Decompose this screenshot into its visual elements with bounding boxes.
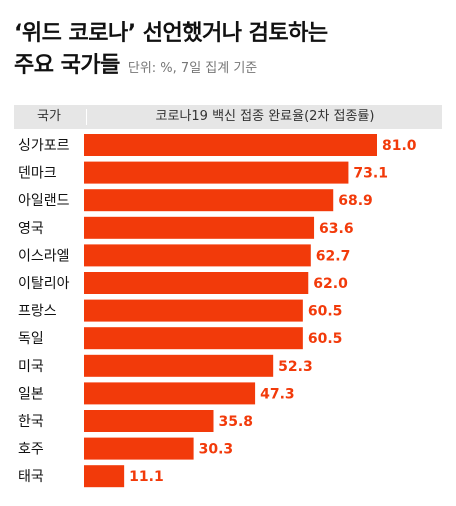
bar (84, 437, 194, 460)
category-label: 프랑스 (18, 304, 57, 320)
category-label: 아일랜드 (18, 193, 70, 209)
value-label: 60.5 (308, 331, 343, 347)
bar (84, 216, 315, 239)
category-label: 한국 (18, 414, 44, 430)
table-header-row: 국가 코로나19 백신 접종 완료율(2차 접종률) (14, 105, 442, 129)
header-divider (86, 109, 87, 125)
value-label: 47.3 (260, 386, 295, 402)
value-label: 81.0 (382, 138, 417, 154)
category-label: 독일 (18, 331, 44, 347)
value-label: 35.8 (218, 414, 253, 430)
bar (84, 189, 334, 212)
bar (84, 327, 303, 350)
category-label: 이탈리아 (18, 276, 70, 292)
bar (84, 134, 377, 156)
value-label: 63.6 (319, 221, 354, 237)
value-label: 73.1 (353, 166, 388, 182)
country-column-header: 국가 (37, 109, 61, 124)
chart-title-line2: 주요 국가들 (14, 53, 120, 78)
value-label: 68.9 (338, 193, 373, 209)
chart-title-line1: ‘위드 코로나’ 선언했거나 검토하는 (14, 21, 328, 46)
category-label: 미국 (18, 359, 44, 375)
bar (84, 465, 125, 488)
category-label: 싱가포르 (18, 138, 70, 154)
bar (84, 244, 311, 267)
bar (84, 161, 349, 184)
category-label: 이스라엘 (18, 248, 70, 264)
bar (84, 410, 214, 432)
metric-column-header: 코로나19 백신 접종 완료율(2차 접종률) (155, 109, 375, 124)
value-label: 60.5 (308, 304, 343, 320)
bar (84, 299, 303, 322)
value-label: 52.3 (278, 359, 313, 375)
value-label: 30.3 (199, 442, 234, 458)
bar (84, 354, 274, 377)
bar (84, 272, 309, 294)
value-label: 11.1 (129, 469, 164, 485)
category-label: 영국 (18, 221, 44, 237)
category-label: 일본 (18, 386, 44, 402)
category-label: 호주 (18, 442, 44, 458)
bar (84, 382, 256, 405)
value-label: 62.7 (316, 248, 351, 264)
chart-subtitle: 단위: %, 7일 집계 기준 (127, 61, 258, 76)
category-label: 덴마크 (18, 166, 57, 182)
category-label: 태국 (18, 469, 44, 485)
value-label: 62.0 (313, 276, 348, 292)
